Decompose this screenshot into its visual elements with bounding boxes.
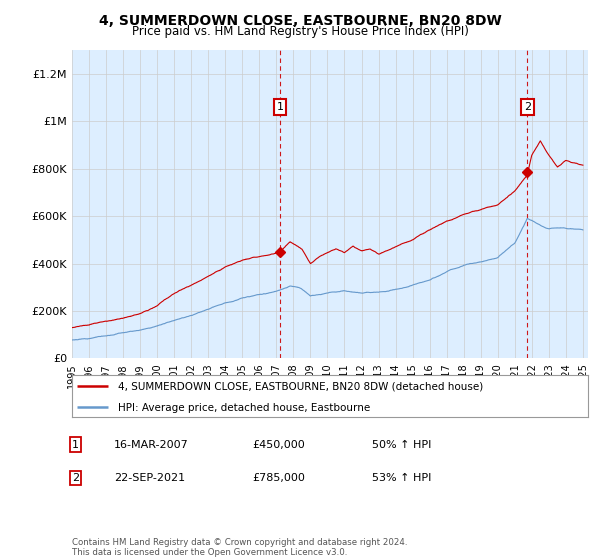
Text: 4, SUMMERDOWN CLOSE, EASTBOURNE, BN20 8DW (detached house): 4, SUMMERDOWN CLOSE, EASTBOURNE, BN20 8D… bbox=[118, 382, 484, 392]
Text: 2: 2 bbox=[524, 102, 531, 112]
Text: 53% ↑ HPI: 53% ↑ HPI bbox=[372, 473, 431, 483]
Text: HPI: Average price, detached house, Eastbourne: HPI: Average price, detached house, East… bbox=[118, 403, 371, 413]
Text: 22-SEP-2021: 22-SEP-2021 bbox=[114, 473, 185, 483]
Text: £450,000: £450,000 bbox=[252, 440, 305, 450]
Text: 1: 1 bbox=[277, 102, 283, 112]
Text: Price paid vs. HM Land Registry's House Price Index (HPI): Price paid vs. HM Land Registry's House … bbox=[131, 25, 469, 38]
Text: 16-MAR-2007: 16-MAR-2007 bbox=[114, 440, 189, 450]
Text: 2: 2 bbox=[72, 473, 79, 483]
Text: 50% ↑ HPI: 50% ↑ HPI bbox=[372, 440, 431, 450]
Text: Contains HM Land Registry data © Crown copyright and database right 2024.
This d: Contains HM Land Registry data © Crown c… bbox=[72, 538, 407, 557]
Text: £785,000: £785,000 bbox=[252, 473, 305, 483]
Text: 1: 1 bbox=[72, 440, 79, 450]
Text: 4, SUMMERDOWN CLOSE, EASTBOURNE, BN20 8DW: 4, SUMMERDOWN CLOSE, EASTBOURNE, BN20 8D… bbox=[98, 14, 502, 28]
